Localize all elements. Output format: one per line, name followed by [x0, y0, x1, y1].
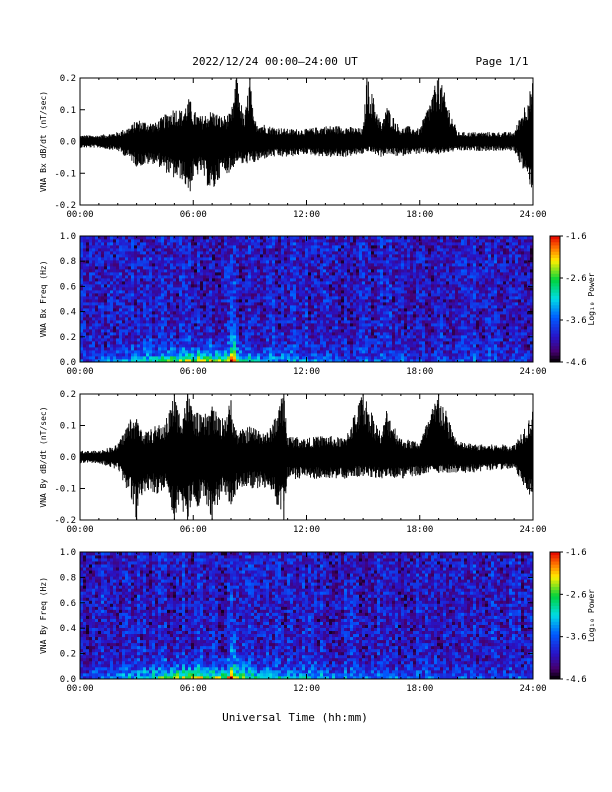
y-axis-label: VNA Bx dB/dt (nT/sec) — [39, 91, 48, 192]
panel-3: 00:00 06:00 12:00 18:00 24:00 0.2 0.1 0.0 -0.1 -0… — [39, 390, 547, 535]
x-tick-label: 00:00 — [66, 525, 93, 535]
page-title: 2022/12/24 00:00–24:00 UT — [192, 55, 358, 68]
y-tick-label: 0.6 — [60, 599, 76, 609]
y-tick-label: 0.0 — [60, 358, 76, 368]
y-tick-label: 0.4 — [60, 624, 76, 634]
y-tick-label: 0.2 — [60, 333, 76, 343]
colorbar-tick-label: -2.6 — [565, 590, 587, 600]
page-number: Page 1/1 — [476, 55, 529, 68]
colorbar-tick-label: -1.6 — [565, 548, 587, 558]
series-trace — [79, 78, 534, 193]
y-tick-label: 0.1 — [60, 106, 76, 116]
spectrogram-cells — [80, 236, 534, 363]
series-line — [79, 394, 534, 519]
x-tick-label: 24:00 — [519, 367, 546, 377]
x-tick-label: 18:00 — [406, 210, 433, 220]
series-trace — [79, 394, 534, 520]
x-tick-label: 00:00 — [66, 210, 93, 220]
x-tick-label: 12:00 — [293, 684, 320, 694]
y-tick-label: 0.4 — [60, 308, 76, 318]
x-tick-label: 24:00 — [519, 684, 546, 694]
y-tick-label: 0.6 — [60, 282, 76, 292]
x-tick-label: 18:00 — [406, 684, 433, 694]
panels: 00:00 06:00 12:00 18:00 24:00 0.2 0.1 0.0 -0.1 -0… — [39, 74, 596, 694]
colorbar: -1.6 -2.6 -3.6 -4.6 Log₁₀ Power — [549, 232, 596, 368]
colorbar: -1.6 -2.6 -3.6 -4.6 Log₁₀ Power — [549, 548, 596, 685]
x-tick-label: 12:00 — [293, 367, 320, 377]
x-tick-label: 06:00 — [180, 525, 207, 535]
y-tick-label: 0.2 — [60, 74, 76, 84]
x-tick-label: 18:00 — [406, 367, 433, 377]
y-tick-label: 0.2 — [60, 390, 76, 400]
y-tick-label: 1.0 — [60, 232, 76, 242]
colorbar-tick-label: -3.6 — [565, 316, 587, 326]
y-axis-label: VNA Bx Freq (Hz) — [39, 260, 48, 337]
colorbar-tick-label: -1.6 — [565, 232, 587, 242]
x-tick-label: 12:00 — [293, 210, 320, 220]
x-tick-label: 18:00 — [406, 525, 433, 535]
y-tick-label: -0.1 — [54, 169, 76, 179]
y-tick-label: 0.1 — [60, 422, 76, 432]
colorbar-tick-label: -2.6 — [565, 274, 587, 284]
x-tick-label: 00:00 — [66, 684, 93, 694]
x-tick-label: 06:00 — [180, 210, 207, 220]
x-tick-label: 06:00 — [180, 684, 207, 694]
y-tick-label: 0.0 — [60, 138, 76, 148]
x-tick-label: 24:00 — [519, 525, 546, 535]
colorbar-label: Log₁₀ Power — [587, 272, 596, 325]
x-tick-label: 00:00 — [66, 367, 93, 377]
y-tick-label: 0.2 — [60, 650, 76, 660]
y-tick-label: -0.2 — [54, 516, 76, 526]
y-axis-label: VNA By Freq (Hz) — [39, 577, 48, 654]
panel-4: -1.6 -2.6 -3.6 -4.6 Log₁₀ Power 00:00 06:00 12:… — [39, 548, 596, 694]
colorbar-tick-label: -3.6 — [565, 633, 587, 643]
y-axis-label: VNA By dB/dt (nT/sec) — [39, 406, 48, 507]
series-line — [79, 79, 534, 192]
x-tick-label: 12:00 — [293, 525, 320, 535]
y-tick-label: 0.8 — [60, 257, 76, 267]
x-tick-label: 06:00 — [180, 367, 207, 377]
y-tick-label: -0.2 — [54, 201, 76, 211]
colorbar-label: Log₁₀ Power — [587, 589, 596, 642]
x-tick-label: 24:00 — [519, 210, 546, 220]
panel-1: 00:00 06:00 12:00 18:00 24:00 0.2 0.1 0.0 -0.1 -0… — [39, 74, 547, 220]
colorbar-tick-label: -4.6 — [565, 358, 587, 368]
panel-2: -1.6 -2.6 -3.6 -4.6 Log₁₀ Power 00:00 06:00 12:… — [39, 232, 596, 377]
y-tick-label: 1.0 — [60, 548, 76, 558]
x-axis-label: Universal Time (hh:mm) — [222, 711, 368, 724]
y-tick-label: 0.0 — [60, 453, 76, 463]
y-tick-label: 0.8 — [60, 573, 76, 583]
colorbar-tick-label: -4.6 — [565, 675, 587, 685]
y-tick-label: 0.0 — [60, 675, 76, 685]
spectrogram-cells — [80, 552, 534, 680]
y-tick-label: -0.1 — [54, 485, 76, 495]
